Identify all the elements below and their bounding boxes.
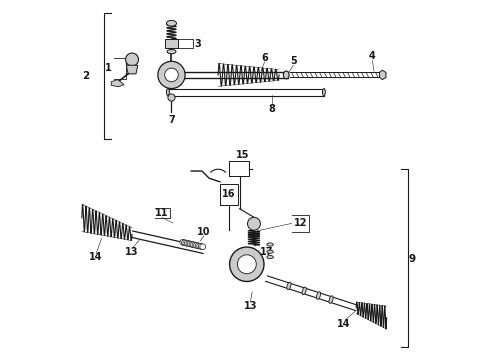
Circle shape (184, 240, 190, 246)
Circle shape (198, 244, 204, 249)
Ellipse shape (167, 49, 176, 54)
Bar (165, 39, 178, 48)
Ellipse shape (329, 296, 333, 303)
Text: 13: 13 (125, 247, 139, 257)
Circle shape (189, 242, 195, 247)
Text: 2: 2 (82, 71, 89, 81)
Text: 11: 11 (155, 208, 169, 218)
Ellipse shape (267, 256, 273, 259)
Circle shape (237, 255, 256, 274)
Text: 17: 17 (260, 247, 273, 257)
Circle shape (191, 242, 196, 248)
Circle shape (192, 242, 198, 248)
Ellipse shape (267, 243, 273, 246)
Circle shape (195, 243, 201, 249)
Circle shape (183, 240, 189, 246)
Ellipse shape (322, 89, 325, 96)
Polygon shape (111, 80, 124, 87)
Ellipse shape (167, 21, 176, 26)
Text: 14: 14 (337, 319, 350, 329)
Circle shape (194, 243, 199, 248)
Text: 16: 16 (222, 189, 236, 199)
Circle shape (125, 53, 139, 66)
Ellipse shape (287, 282, 291, 290)
Text: 14: 14 (90, 252, 103, 262)
Circle shape (186, 241, 192, 247)
Circle shape (165, 68, 178, 82)
Ellipse shape (302, 287, 306, 294)
Polygon shape (379, 70, 386, 80)
Text: 9: 9 (408, 254, 416, 264)
Polygon shape (126, 65, 138, 74)
Text: 10: 10 (197, 227, 211, 237)
Circle shape (168, 94, 175, 101)
Text: 13: 13 (244, 301, 257, 311)
Circle shape (247, 217, 260, 230)
Circle shape (197, 243, 202, 249)
Circle shape (230, 247, 264, 282)
Ellipse shape (317, 292, 320, 299)
Circle shape (200, 244, 206, 249)
Circle shape (180, 239, 186, 245)
Ellipse shape (167, 89, 170, 96)
Text: 4: 4 (369, 51, 376, 61)
Text: 6: 6 (261, 53, 268, 63)
Ellipse shape (267, 250, 273, 253)
Text: 1: 1 (105, 63, 111, 73)
Text: 3: 3 (194, 39, 201, 49)
Circle shape (188, 241, 193, 247)
Text: 8: 8 (269, 104, 275, 114)
Circle shape (181, 240, 187, 246)
Text: 12: 12 (294, 219, 307, 228)
Ellipse shape (283, 71, 289, 79)
Text: 5: 5 (290, 56, 297, 66)
Text: 15: 15 (236, 150, 249, 160)
Text: 7: 7 (168, 115, 175, 125)
Circle shape (158, 61, 185, 89)
